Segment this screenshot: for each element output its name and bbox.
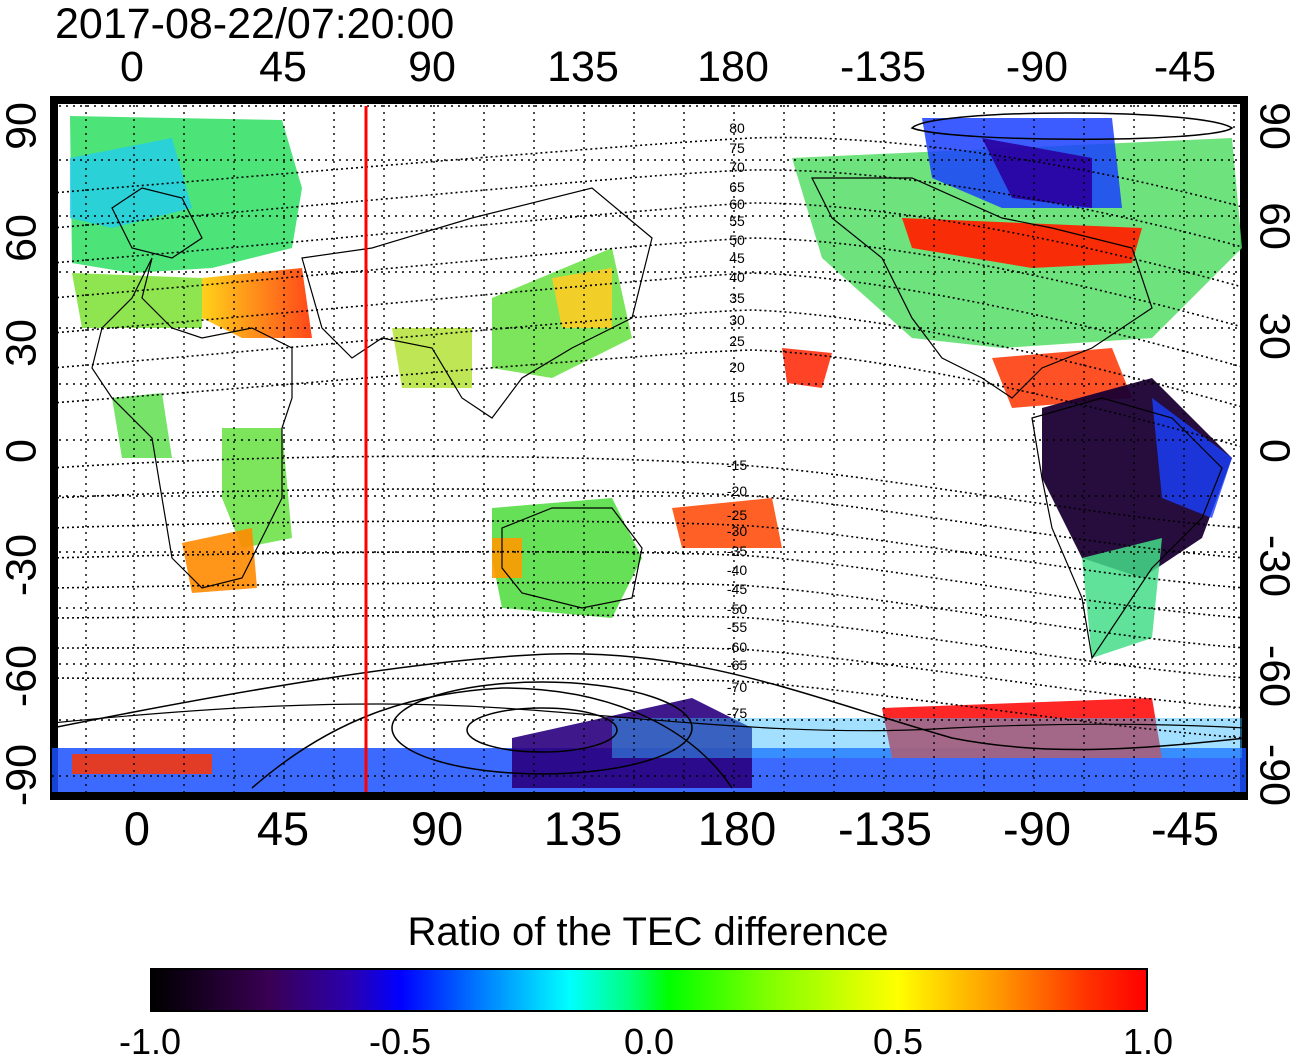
- bottom-tick: 180: [697, 802, 777, 855]
- contour-label: -50: [727, 601, 747, 617]
- contour-label: -40: [727, 562, 747, 578]
- left-tick: -90: [0, 743, 46, 807]
- contour-label: -35: [727, 543, 747, 559]
- top-tick: -90: [1005, 43, 1069, 91]
- left-tick: 30: [0, 319, 46, 367]
- top-tick: -135: [839, 43, 927, 91]
- contour-label: -75: [727, 705, 747, 721]
- map-canvas: 80 75 70 65 60 55 50 45 40 35 30 25 20 1…: [52, 98, 1246, 798]
- contour-label: -45: [727, 581, 747, 597]
- right-tick: 60: [1250, 202, 1296, 250]
- coastlines: [52, 177, 1246, 732]
- left-tick: -60: [0, 644, 46, 708]
- bottom-tick: -90: [1003, 802, 1071, 855]
- colorbar-tick: 1.0: [1122, 1021, 1174, 1062]
- contour-label: -30: [727, 523, 747, 539]
- top-tick: 180: [697, 43, 769, 91]
- right-tick: 90: [1250, 102, 1296, 150]
- contour-label: 25: [729, 333, 745, 349]
- bottom-edge-bar: [52, 792, 1246, 798]
- contour-label: 30: [729, 312, 745, 328]
- top-tick: 90: [408, 43, 456, 91]
- right-edge-bar: [1240, 98, 1246, 798]
- contour-label: 20: [729, 359, 745, 375]
- top-tick: 0: [120, 43, 144, 91]
- contour-label: 15: [729, 389, 745, 405]
- contour-label: -20: [727, 483, 747, 499]
- contour-label: -25: [727, 507, 747, 523]
- left-tick: -30: [0, 533, 46, 597]
- contour-label: 35: [729, 290, 745, 306]
- right-tick: -90: [1250, 743, 1296, 807]
- contour-label: -15: [727, 457, 747, 473]
- contour-label: 40: [729, 269, 745, 285]
- colorbar: [150, 968, 1148, 1012]
- bottom-tick: -135: [837, 802, 933, 855]
- bottom-tick: 90: [410, 802, 464, 855]
- right-tick: 0: [1250, 439, 1296, 463]
- tec-map: 80 75 70 65 60 55 50 45 40 35 30 25 20 1…: [50, 96, 1248, 800]
- contour-label: 60: [729, 196, 745, 212]
- top-tick: 135: [547, 43, 619, 91]
- contour-label: -55: [727, 619, 747, 635]
- colorbar-tick: -0.5: [368, 1021, 432, 1062]
- bottom-tick: 0: [123, 802, 151, 855]
- contour-label: 50: [729, 232, 745, 248]
- contour-label: 70: [729, 159, 745, 175]
- contour-label: 55: [729, 213, 745, 229]
- tec-data-patches: [52, 116, 1246, 792]
- magnetic-latitude-contours: [52, 136, 1246, 739]
- right-tick: -60: [1250, 644, 1296, 708]
- colorbar-tick: 0.0: [623, 1021, 675, 1062]
- left-edge-bar: [52, 98, 58, 798]
- contour-label: 75: [729, 140, 745, 156]
- colorbar-tick: -1.0: [118, 1021, 182, 1062]
- bottom-tick: 45: [256, 802, 310, 855]
- contour-label: 80: [729, 120, 745, 136]
- left-tick: 60: [0, 214, 46, 262]
- contour-label: -70: [727, 679, 747, 695]
- contour-label: -60: [727, 639, 747, 655]
- top-tick: -45: [1153, 43, 1217, 91]
- right-tick: 30: [1250, 312, 1296, 360]
- colorbar-title: Ratio of the TEC difference: [407, 910, 889, 954]
- bottom-tick: 135: [543, 802, 623, 855]
- solid-contours: [52, 112, 1246, 789]
- contour-label-group: 80 75 70 65 60 55 50 45 40 35 30 25 20 1…: [727, 120, 747, 721]
- left-tick: 0: [0, 439, 46, 463]
- top-tick: 45: [259, 43, 307, 91]
- top-edge-bar: [52, 98, 1246, 104]
- contour-label: -65: [727, 657, 747, 673]
- contour-label: 45: [729, 250, 745, 266]
- colorbar-tick: 0.5: [872, 1021, 924, 1062]
- right-tick: -30: [1250, 534, 1296, 598]
- bottom-tick: -45: [1151, 802, 1219, 855]
- left-tick: 90: [0, 102, 46, 150]
- contour-label: 65: [729, 179, 745, 195]
- timestamp: 2017-08-22/07:20:00: [55, 0, 455, 48]
